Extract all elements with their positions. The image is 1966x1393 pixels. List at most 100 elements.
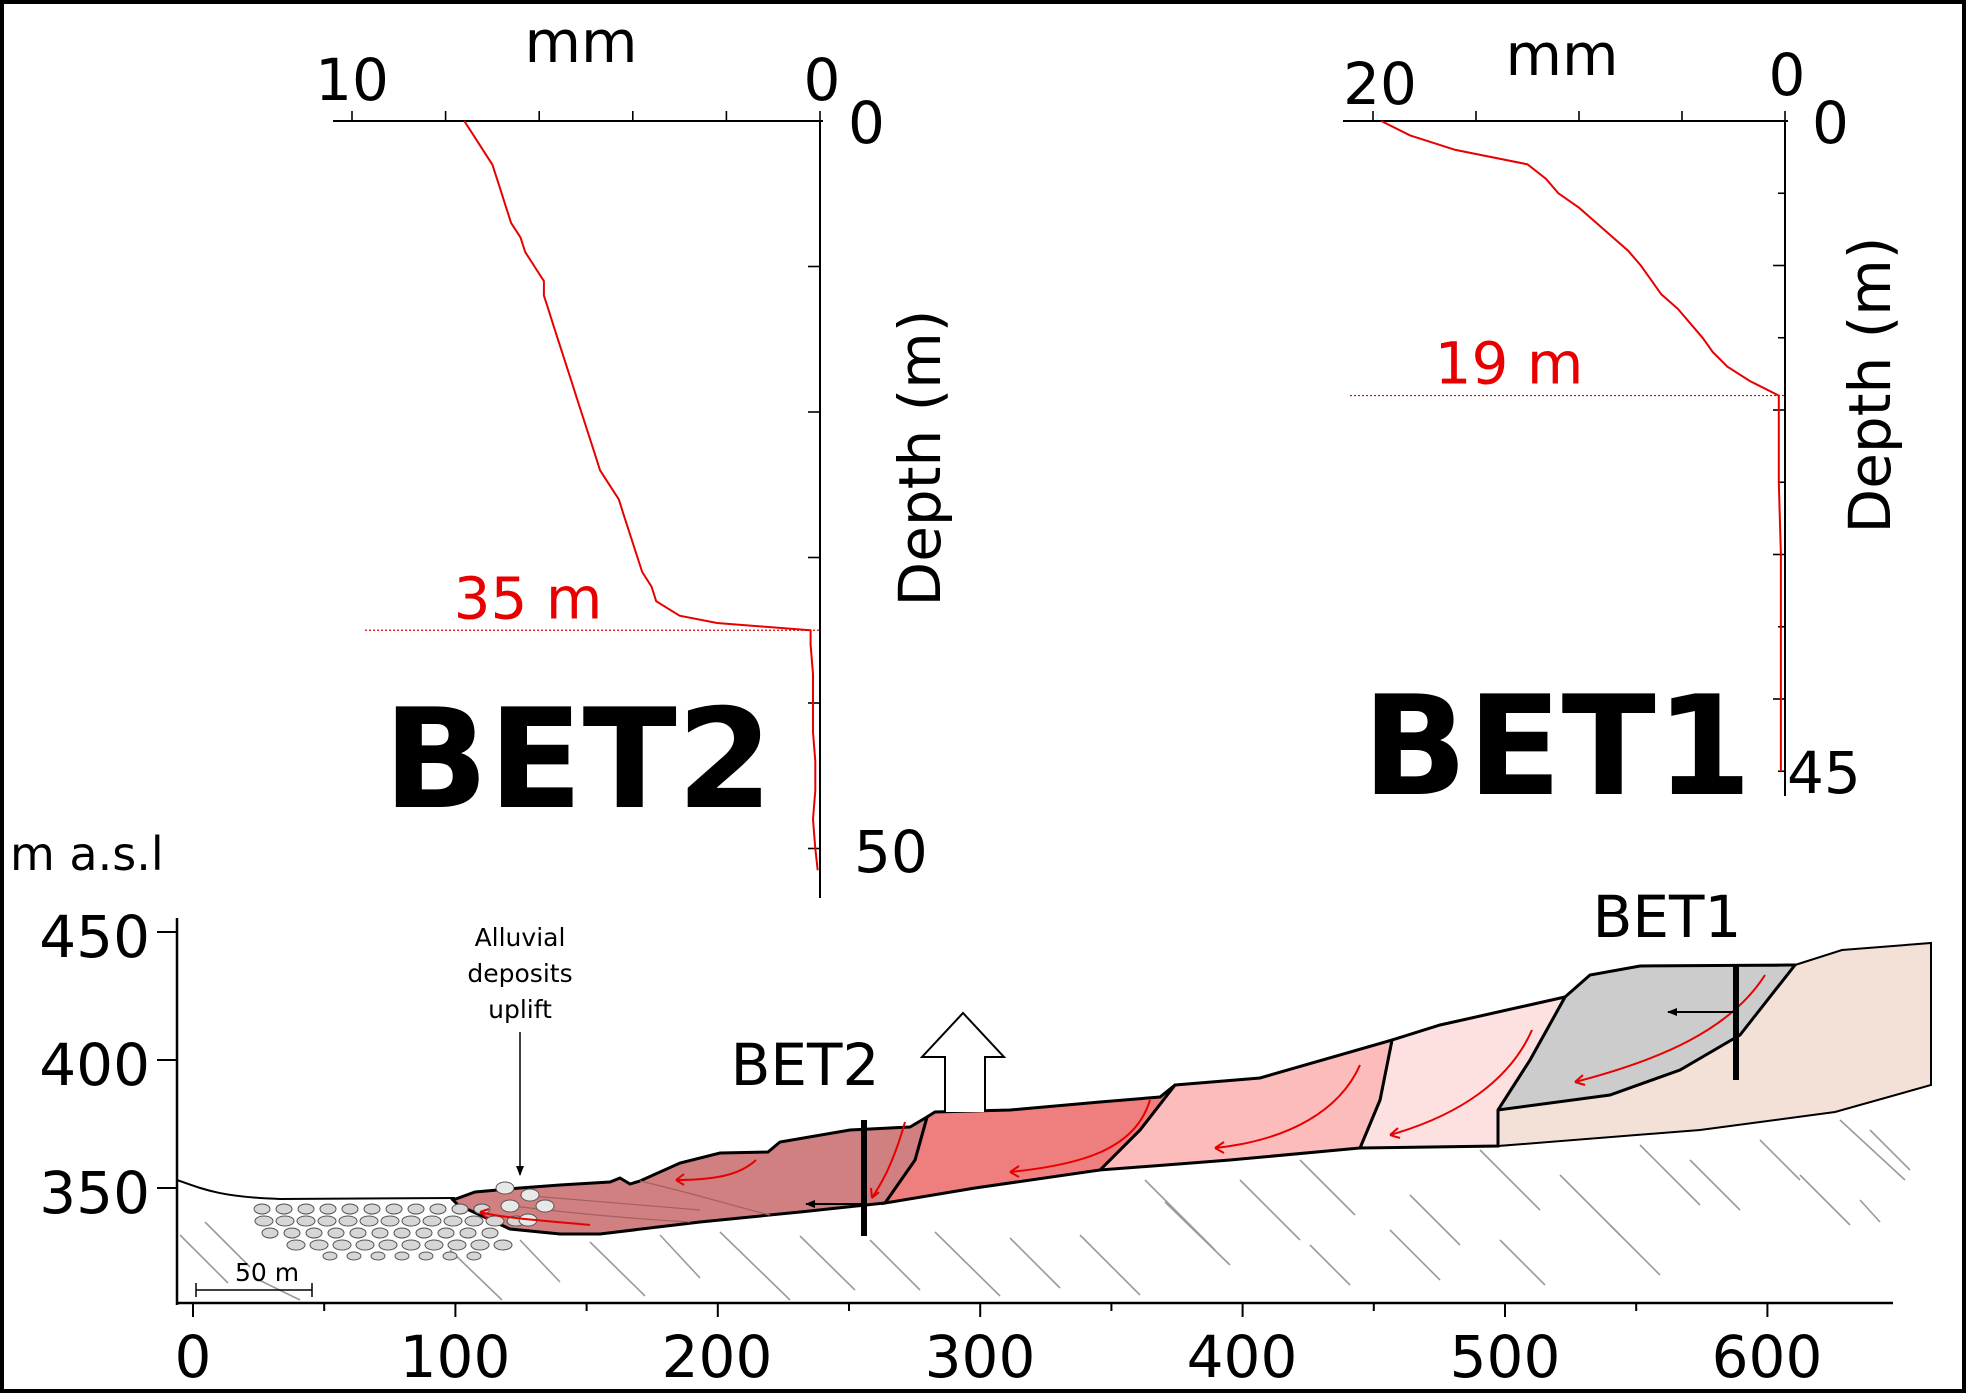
pebble: [332, 1239, 352, 1251]
pebble: [437, 1227, 455, 1239]
pebble: [341, 1203, 359, 1215]
pebble: [401, 1239, 421, 1251]
bet2-profile-chart: 10 0 mm 0 50 Depth (m) 35 m BET2: [315, 8, 954, 898]
pebble: [275, 1215, 295, 1227]
pebble: [283, 1227, 301, 1239]
pebble: [443, 1215, 463, 1227]
pebble: [451, 1203, 469, 1215]
pebble: [459, 1227, 477, 1239]
bet1-y-axis-label: Depth (m): [1836, 237, 1904, 534]
bet2-y-tick-label-top: 0: [848, 89, 885, 157]
pebble: [424, 1239, 444, 1251]
pebble: [349, 1227, 367, 1239]
ground-surface: [176, 1179, 456, 1201]
pebble: [370, 1251, 386, 1261]
section-y-unit-label: m a.s.l: [10, 827, 164, 881]
section-y-ticks: [157, 931, 177, 1189]
bet2-x-tick-label-right: 0: [804, 46, 841, 114]
bet2-y-axis-label: Depth (m): [886, 310, 954, 607]
borehole-bet1-label: BET1: [1593, 883, 1742, 951]
alluvial-pebbles: [253, 1181, 555, 1261]
pebble: [317, 1215, 337, 1227]
cross-section: m a.s.l 450 400 350 0 100 200 300 400 50…: [10, 827, 1932, 1391]
pebble: [286, 1239, 306, 1251]
bet1-series-line: [1380, 120, 1782, 772]
uplift-label-line-1: Alluvial: [475, 923, 566, 952]
bet2-series-line: [463, 120, 819, 871]
pebble: [415, 1227, 433, 1239]
bet2-y-ticks: [808, 120, 820, 850]
pebble: [485, 1215, 505, 1227]
pebble: [254, 1215, 274, 1227]
bet1-y-tick-label-bottom: 45: [1787, 739, 1861, 807]
section-x-tick-label-0: 0: [175, 1323, 212, 1391]
pebble: [359, 1215, 379, 1227]
bet1-x-tick-label-right: 0: [1769, 41, 1806, 109]
section-x-tick-label-300: 300: [925, 1323, 1036, 1391]
pebble: [407, 1203, 425, 1215]
pebble: [261, 1227, 279, 1239]
pebble: [495, 1181, 515, 1195]
section-x-ticks: [192, 1303, 1769, 1317]
pebble: [363, 1203, 381, 1215]
pebble: [394, 1251, 410, 1261]
pebble: [371, 1227, 389, 1239]
pebble: [253, 1203, 271, 1215]
uplift-label-line-3: uplift: [488, 995, 552, 1024]
bet1-annotation: 19 m: [1435, 330, 1584, 398]
pebble: [297, 1203, 315, 1215]
bet2-annotation: 35 m: [454, 564, 603, 632]
section-y-tick-label-450: 450: [39, 903, 150, 971]
bedrock-hatching: [179, 1119, 1911, 1301]
bet1-x-ticks: [1372, 111, 1786, 121]
section-x-tick-label-500: 500: [1450, 1323, 1561, 1391]
pebble: [442, 1251, 458, 1261]
pebble: [275, 1203, 293, 1215]
bet1-profile-chart: 20 0 mm 0 45 Depth (m) 19 m BET1: [1343, 21, 1904, 827]
scale-bar-label: 50 m: [235, 1258, 299, 1287]
bet1-title: BET1: [1362, 666, 1752, 827]
section-x-tick-label-100: 100: [400, 1323, 511, 1391]
section-x-tick-label-600: 600: [1712, 1323, 1823, 1391]
pebble: [418, 1251, 434, 1261]
pebble: [401, 1215, 421, 1227]
pebble: [481, 1227, 499, 1239]
bet2-title: BET2: [383, 679, 773, 840]
pebble: [346, 1251, 362, 1261]
pebble: [429, 1203, 447, 1215]
section-y-tick-label-350: 350: [39, 1159, 150, 1227]
pebble: [493, 1239, 513, 1251]
bet2-y-tick-label-bottom: 50: [854, 818, 928, 886]
pebble: [327, 1227, 345, 1239]
pebble: [464, 1215, 484, 1227]
pebble: [322, 1251, 338, 1261]
pebble: [500, 1199, 520, 1213]
slide-motion-arrows: [479, 974, 1766, 1226]
pebble: [447, 1239, 467, 1251]
pebble: [378, 1239, 398, 1251]
pebble: [393, 1227, 411, 1239]
pebble: [385, 1203, 403, 1215]
scale-bar: [195, 1283, 313, 1297]
borehole-bet2-label: BET2: [731, 1031, 880, 1099]
bet2-x-axis-label: mm: [525, 8, 638, 76]
section-x-tick-label-400: 400: [1187, 1323, 1298, 1391]
pebble: [466, 1251, 482, 1261]
bet1-x-axis-label: mm: [1506, 21, 1619, 89]
section-y-tick-label-400: 400: [39, 1031, 150, 1099]
pebble: [422, 1215, 442, 1227]
pebble: [305, 1227, 323, 1239]
uplift-arrow-icon: [919, 1011, 1007, 1112]
bet1-x-tick-label-left: 20: [1343, 50, 1417, 118]
pebble: [470, 1239, 490, 1251]
pebble: [520, 1188, 540, 1202]
bet2-x-ticks: [351, 111, 821, 121]
bet2-x-tick-label-left: 10: [315, 46, 389, 114]
bet1-y-tick-label-top: 0: [1812, 89, 1849, 157]
section-x-tick-label-200: 200: [662, 1323, 773, 1391]
pebble: [535, 1199, 555, 1213]
slide-inner-contours: [504, 1180, 771, 1223]
pebble: [338, 1215, 358, 1227]
pebble: [319, 1203, 337, 1215]
